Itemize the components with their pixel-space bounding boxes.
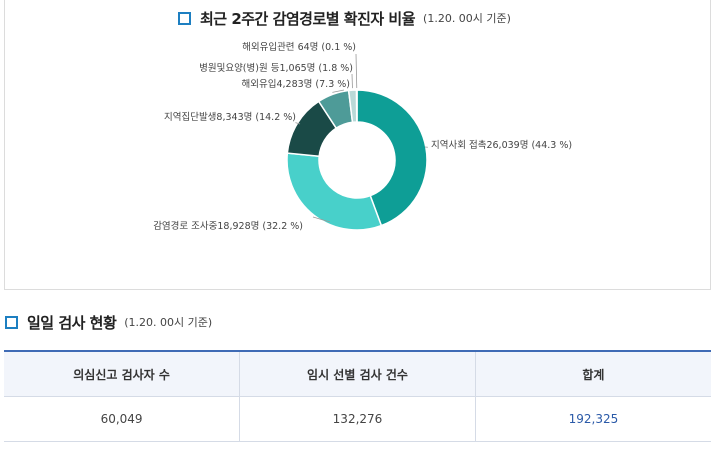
label-overseas-related: 해외유입관련 64명 (0.1 %) xyxy=(242,41,356,53)
chart-panel xyxy=(4,0,711,290)
label-overseas: 해외유입4,283명 (7.3 %) xyxy=(242,78,350,90)
section-title-row: 일일 검사 현황 (1.20. 00시 기준) xyxy=(5,311,212,333)
leader-line xyxy=(312,216,331,223)
header-temporary-screening: 임시 선별 검사 건수 xyxy=(239,351,476,397)
leader-line xyxy=(295,122,301,125)
cell-total: 192,325 xyxy=(475,396,711,442)
donut-chart: 지역사회 접촉26,039명 (44.3 %) 감염경로 조사중18,928명 (… xyxy=(153,41,572,232)
cell-temporary-screening: 132,276 xyxy=(239,396,476,442)
leader-line xyxy=(332,89,345,93)
section-title: 일일 검사 현황 xyxy=(27,313,117,332)
daily-test-table: 의심신고 검사자 수 임시 선별 검사 건수 합계 60,049 132,276… xyxy=(4,350,711,442)
label-local-contact: 지역사회 접촉26,039명 (44.3 %) xyxy=(431,139,572,151)
cell-suspected-tests: 60,049 xyxy=(4,396,241,442)
header-total: 합계 xyxy=(475,351,711,397)
table-row: 60,049 132,276 192,325 xyxy=(4,396,711,442)
label-hospital: 병원및요양(병)원 등1,065명 (1.8 %) xyxy=(199,62,353,74)
chart-title-row: 최근 2주간 감염경로별 확진자 비율 (1.20. 00시 기준) xyxy=(178,6,511,30)
slice-under-investigation xyxy=(286,152,383,231)
label-under-investigation: 감염경로 조사중18,928명 (32.2 %) xyxy=(153,220,303,232)
slice-local-contact xyxy=(356,89,428,227)
square-bullet-icon xyxy=(5,315,18,329)
section-date-note: (1.20. 00시 기준) xyxy=(124,316,213,329)
square-bullet-icon xyxy=(178,11,191,25)
header-suspected-tests: 의심신고 검사자 수 xyxy=(4,351,241,397)
table-header-row: 의심신고 검사자 수 임시 선별 검사 건수 합계 xyxy=(4,351,711,397)
leader-line xyxy=(355,53,358,89)
chart-title: 최근 2주간 감염경로별 확진자 비율 xyxy=(200,9,416,28)
chart-date-note: (1.20. 00시 기준) xyxy=(423,12,511,25)
label-local-cluster: 지역집단발생8,343명 (14.2 %) xyxy=(164,111,296,123)
